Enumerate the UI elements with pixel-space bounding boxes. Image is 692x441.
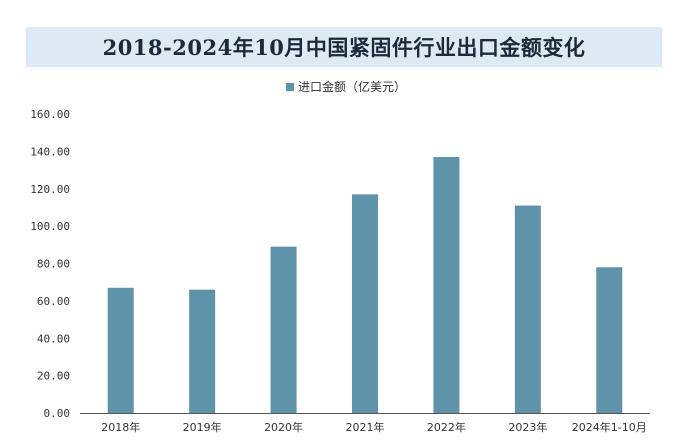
bar: [352, 194, 378, 413]
y-tick-label: 20.00: [37, 370, 70, 383]
y-tick-label: 120.00: [30, 183, 70, 196]
chart-title-band: 2018-2024年10月中国紧固件行业出口金额变化: [26, 27, 662, 67]
y-tick-label: 80.00: [37, 258, 70, 271]
x-category-label: 2022年: [427, 420, 466, 434]
chart-title: 2018-2024年10月中国紧固件行业出口金额变化: [102, 35, 586, 60]
y-tick-label: 0.00: [44, 407, 71, 420]
bar: [596, 267, 623, 413]
bar: [107, 287, 134, 413]
chart-legend: 进口金额（亿美元）: [0, 78, 692, 95]
bar: [270, 246, 297, 413]
y-tick-label: 160.00: [30, 108, 70, 121]
bar: [514, 205, 541, 413]
y-tick-label: 100.00: [30, 220, 70, 233]
x-category-label: 2020年: [264, 420, 303, 434]
x-category-label: 2024年1-10月: [572, 420, 647, 434]
x-category-label: 2021年: [346, 420, 385, 434]
y-tick-label: 140.00: [30, 145, 70, 158]
bar: [189, 289, 216, 413]
legend-swatch: [285, 82, 294, 91]
x-category-label: 2018年: [101, 420, 140, 434]
y-tick-label: 40.00: [37, 332, 70, 345]
x-category-label: 2019年: [183, 420, 222, 434]
legend-label: 进口金额（亿美元）: [297, 80, 406, 94]
x-category-label: 2023年: [508, 420, 547, 434]
y-tick-label: 60.00: [37, 295, 70, 308]
bar: [433, 156, 460, 413]
